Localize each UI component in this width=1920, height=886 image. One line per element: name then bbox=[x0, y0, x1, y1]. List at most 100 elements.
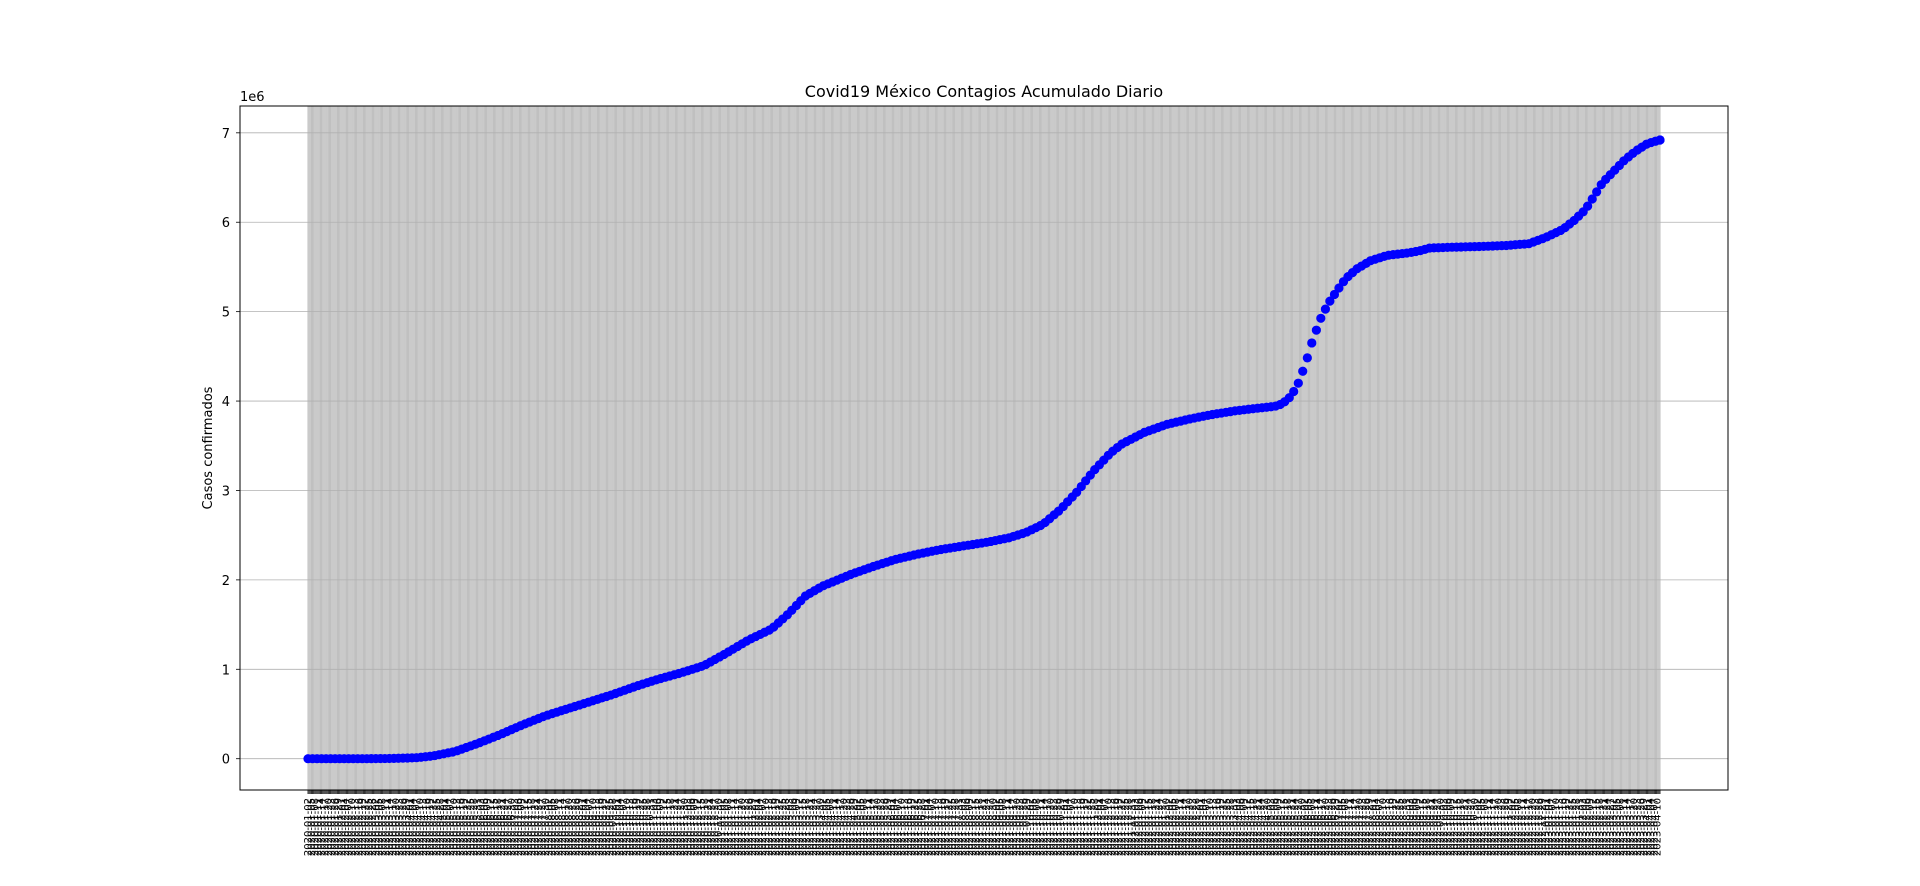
data-point bbox=[1311, 325, 1321, 335]
x-tick-label: 2020-02-25 bbox=[364, 798, 375, 856]
x-tick-label: 2020-07-09 bbox=[517, 798, 528, 856]
x-tick-label: 2020-01-26 bbox=[330, 798, 341, 856]
x-tick-label: 2022-12-20 bbox=[1527, 798, 1538, 856]
y-tick-label-0: 0 bbox=[222, 753, 230, 768]
x-tick-label: 2022-07-23 bbox=[1358, 798, 1369, 856]
x-tick-label: 2020-03-20 bbox=[391, 798, 402, 856]
x-tick-label: 2022-05-15 bbox=[1280, 798, 1291, 856]
x-tick-label: 2021-08-18 bbox=[974, 798, 985, 856]
x-tick-label: 2021-03-18 bbox=[802, 798, 813, 856]
x-tick-label: 2021-06-16 bbox=[903, 798, 914, 856]
x-tick-label: 2021-05-02 bbox=[852, 798, 863, 856]
x-tick-label: 2021-02-16 bbox=[768, 798, 779, 856]
x-tick-label: 2020-10-10 bbox=[622, 798, 633, 856]
x-tick-label: 2020-03-26 bbox=[398, 798, 409, 856]
y-tick-label-5: 5 bbox=[222, 306, 230, 321]
x-tick-label: 2022-12-08 bbox=[1514, 798, 1525, 856]
x-tick-label: 2021-11-19 bbox=[1080, 798, 1091, 856]
x-tick-label: 2022-03-07 bbox=[1202, 798, 1213, 856]
x-tick-label: 2022-06-23 bbox=[1324, 798, 1335, 856]
x-tick-label: 2020-12-06 bbox=[686, 798, 697, 856]
x-tick-label: 2022-04-12 bbox=[1242, 798, 1253, 856]
x-tick-label: 2022-10-03 bbox=[1439, 798, 1450, 856]
x-tick-label: 2022-08-19 bbox=[1388, 798, 1399, 856]
x-tick-label: 2020-02-28 bbox=[367, 798, 378, 856]
x-tick-label: 2022-12-05 bbox=[1510, 798, 1521, 856]
x-tick-label: 2021-06-28 bbox=[917, 798, 928, 856]
y-axis-offset-label: 1e6 bbox=[240, 90, 265, 105]
x-tick-label: 2022-04-21 bbox=[1253, 798, 1264, 856]
x-tick-label: 2020-08-23 bbox=[568, 798, 579, 856]
vertical-grid-path bbox=[307, 106, 1661, 790]
x-tick-label: 2022-07-02 bbox=[1334, 798, 1345, 856]
x-tick-label: 2021-02-01 bbox=[751, 798, 762, 856]
x-tick-label: 2020-04-25 bbox=[432, 798, 443, 856]
x-tick-label: 2022-02-14 bbox=[1178, 798, 1189, 856]
x-tick-label: 2022-12-23 bbox=[1531, 798, 1542, 856]
x-tick-label: 2022-07-08 bbox=[1341, 798, 1352, 856]
x-tick-label: 2020-08-14 bbox=[557, 798, 568, 856]
x-tick-label: 2020-02-07 bbox=[344, 798, 355, 856]
x-tick-label: 2022-07-29 bbox=[1364, 798, 1375, 856]
x-tick-label: 2021-10-23 bbox=[1049, 798, 1060, 856]
x-tick-label: 2022-01-12 bbox=[1141, 798, 1152, 856]
x-tick-label: 2021-02-19 bbox=[771, 798, 782, 856]
x-tick-label: 2020-12-12 bbox=[693, 798, 704, 856]
x-tick-label: 2021-02-04 bbox=[754, 798, 765, 856]
y-tick-label-4: 4 bbox=[222, 395, 230, 410]
x-tick-label: 2021-01-14 bbox=[730, 798, 741, 856]
x-tick-label: 2020-05-04 bbox=[442, 798, 453, 856]
data-point bbox=[1587, 194, 1597, 204]
x-tick-label: 2021-09-26 bbox=[1019, 798, 1030, 856]
x-tick-label: 2021-02-10 bbox=[761, 798, 772, 856]
x-tick-label: 2021-11-04 bbox=[1063, 798, 1074, 856]
x-tick-label: 2020-01-20 bbox=[323, 798, 334, 856]
x-tick-label: 2020-06-03 bbox=[476, 798, 487, 856]
x-tick-label: 2021-08-21 bbox=[978, 798, 989, 856]
y-tick-label-3: 3 bbox=[222, 484, 230, 499]
x-tick-label: 2022-06-05 bbox=[1303, 798, 1314, 856]
x-tick-label: 2021-04-20 bbox=[839, 798, 850, 856]
x-tick-label: 2021-06-04 bbox=[890, 798, 901, 856]
x-tick-label: 2021-01-05 bbox=[720, 798, 731, 856]
x-tick-label: 2022-06-29 bbox=[1331, 798, 1342, 856]
data-point bbox=[1329, 289, 1340, 300]
x-tick-label: 2020-12-09 bbox=[690, 798, 701, 856]
x-tick-label: 2022-07-14 bbox=[1348, 798, 1359, 856]
x-tick-label: 2021-07-16 bbox=[937, 798, 948, 856]
data-point bbox=[1302, 353, 1312, 363]
x-tick-label: 2021-04-14 bbox=[832, 798, 843, 856]
x-tick-label: 2020-01-02 bbox=[303, 798, 314, 856]
x-tick-label: 2022-10-27 bbox=[1466, 798, 1477, 856]
x-tick-label: 2020-06-09 bbox=[483, 798, 494, 856]
x-tick-label: 2022-05-18 bbox=[1283, 798, 1294, 856]
x-tick-label: 2020-01-11 bbox=[313, 798, 324, 856]
x-tick-label: 2022-03-25 bbox=[1222, 798, 1233, 856]
x-tick-label: 2021-09-02 bbox=[991, 798, 1002, 856]
x-tick-label: 2022-03-22 bbox=[1219, 798, 1230, 856]
x-tick-label: 2022-02-02 bbox=[1164, 798, 1175, 856]
x-tick-label: 2021-11-16 bbox=[1076, 798, 1087, 856]
x-tick-label: 2022-08-04 bbox=[1371, 798, 1382, 856]
x-tick-label: 2021-12-19 bbox=[1114, 798, 1125, 856]
x-tick-label: 2021-12-16 bbox=[1110, 798, 1121, 856]
x-tick-label: 2023-03-02 bbox=[1609, 798, 1620, 856]
x-tick-label: 2022-12-14 bbox=[1520, 798, 1531, 856]
x-tick-label: 2020-12-03 bbox=[683, 798, 694, 856]
x-tick-label: 2021-02-22 bbox=[774, 798, 785, 856]
x-tick-label: 2022-12-17 bbox=[1524, 798, 1535, 856]
x-tick-label: 2021-01-02 bbox=[717, 798, 728, 856]
x-tick-label: 2022-02-20 bbox=[1185, 798, 1196, 856]
x-tick-label: 2020-08-26 bbox=[571, 798, 582, 856]
x-tick-label: 2020-02-22 bbox=[361, 798, 372, 856]
x-tick-label: 2020-04-13 bbox=[418, 798, 429, 856]
x-tick-label: 2022-05-03 bbox=[1266, 798, 1277, 856]
x-tick-label: 2022-04-03 bbox=[1232, 798, 1243, 856]
x-tick-label: 2021-10-11 bbox=[1036, 798, 1047, 856]
x-tick-label: 2021-07-13 bbox=[934, 798, 945, 856]
x-tick-label: 2022-09-03 bbox=[1405, 798, 1416, 856]
x-tick-label: 2023-01-19 bbox=[1561, 798, 1572, 856]
x-tick-label: 2021-12-10 bbox=[1103, 798, 1114, 856]
x-tick-label: 2023-01-28 bbox=[1571, 798, 1582, 856]
x-tick-label: 2022-01-27 bbox=[1158, 798, 1169, 856]
